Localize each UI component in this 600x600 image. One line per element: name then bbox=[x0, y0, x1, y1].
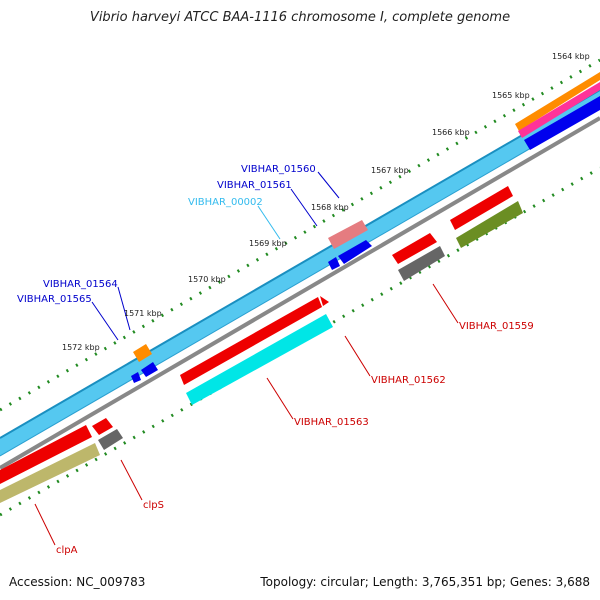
tick-labels: 1564 kbp 1565 kbp 1566 kbp 1567 kbp 1568… bbox=[62, 52, 590, 352]
gene-red-upper-right bbox=[450, 186, 513, 230]
top-right-strands bbox=[515, 72, 600, 150]
gene-labels: VIBHAR_01560 VIBHAR_01561 VIBHAR_00002 V… bbox=[17, 164, 534, 556]
gene-label: clpS bbox=[143, 500, 164, 511]
gene-label: VIBHAR_01559 bbox=[459, 321, 534, 332]
gene-orange-1572 bbox=[133, 344, 152, 362]
tick-label: 1569 kbp bbox=[249, 239, 287, 248]
gene-khaki-clpA bbox=[0, 443, 100, 503]
gene-red-clpS bbox=[92, 418, 113, 435]
gene-red-VIBHAR_01562 bbox=[180, 296, 329, 385]
gene-red-clpA bbox=[0, 425, 92, 484]
gene-label: VIBHAR_00002 bbox=[188, 197, 263, 208]
chromosome-backbone bbox=[0, 89, 600, 457]
gene-label: VIBHAR_01561 bbox=[217, 180, 292, 191]
gene-grey-VIBHAR_01559 bbox=[398, 246, 445, 281]
gene-label: VIBHAR_01565 bbox=[17, 294, 92, 305]
tick-label: 1567 kbp bbox=[371, 166, 409, 175]
tick-label: 1571 kbp bbox=[124, 309, 162, 318]
map-title: Vibrio harveyi ATCC BAA-1116 chromosome … bbox=[89, 10, 511, 25]
gene-red-VIBHAR_01559 bbox=[392, 233, 437, 264]
gene-blue-VIBHAR_01564 bbox=[141, 362, 158, 377]
gene-label: VIBHAR_01560 bbox=[241, 164, 316, 175]
tick-track-outer bbox=[0, 58, 600, 412]
tick-label: 1565 kbp bbox=[492, 91, 530, 100]
tick-label: 1570 kbp bbox=[188, 275, 226, 284]
tick-label: 1564 kbp bbox=[552, 52, 590, 61]
tick-label: 1572 kbp bbox=[62, 343, 100, 352]
gene-blue-VIBHAR_01561 bbox=[328, 257, 340, 270]
tick-label: 1568 kbp bbox=[311, 203, 349, 212]
gene-label: VIBHAR_01562 bbox=[371, 375, 446, 386]
gene-blue-VIBHAR_01565 bbox=[131, 372, 141, 383]
tick-label: 1566 kbp bbox=[432, 128, 470, 137]
grey-track bbox=[0, 116, 600, 470]
gene-label: VIBHAR_01564 bbox=[43, 279, 118, 290]
gene-pink-1568 bbox=[328, 220, 368, 249]
gene-label: clpA bbox=[56, 545, 78, 556]
gene-olive bbox=[456, 201, 523, 248]
gene-grey-clpS bbox=[98, 429, 123, 450]
gene-label: VIBHAR_01563 bbox=[294, 417, 369, 428]
gene-blue-VIBHAR_01560 bbox=[338, 240, 372, 264]
genome-summary-text: Topology: circular; Length: 3,765,351 bp… bbox=[260, 575, 590, 589]
leader-lines bbox=[34, 171, 459, 546]
gene-cyan-VIBHAR_01563 bbox=[186, 314, 333, 405]
accession-text: Accession: NC_009783 bbox=[9, 575, 146, 589]
